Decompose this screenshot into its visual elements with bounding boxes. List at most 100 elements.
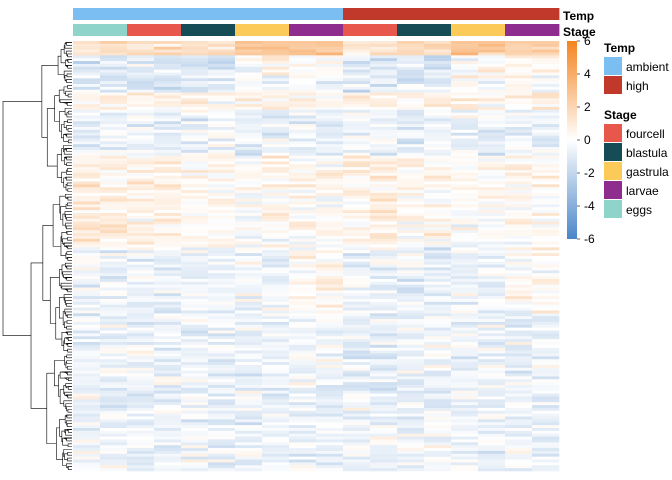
heatmap-cell [478, 344, 506, 349]
heatmap-cell [181, 422, 209, 426]
heatmap-cell [451, 218, 479, 222]
heatmap-cell [100, 385, 128, 389]
heatmap-cell [208, 238, 236, 242]
heatmap-cell [181, 81, 209, 85]
heatmap-cell [262, 101, 290, 105]
heatmap-cell [289, 187, 317, 191]
heatmap-cell [100, 256, 128, 260]
heatmap-cell [100, 419, 128, 423]
heatmap-cell [181, 405, 209, 409]
heatmap-cell [100, 46, 128, 50]
heatmap-cell [235, 293, 263, 297]
heatmap-cell [289, 138, 317, 142]
heatmap-cell [208, 468, 236, 472]
heatmap-cell [289, 235, 317, 240]
heatmap-cell [478, 390, 506, 394]
heatmap-cell [451, 416, 479, 420]
heatmap-cell [73, 184, 101, 188]
heatmap-cell [127, 330, 155, 334]
heatmap-cell [73, 422, 101, 426]
heatmap-cell [235, 256, 263, 260]
heatmap-cell [208, 258, 236, 263]
heatmap-cell [343, 359, 371, 363]
heatmap-cell [424, 175, 452, 179]
heatmap-cell [424, 104, 452, 108]
heatmap-cell [532, 72, 560, 76]
dendrogram-branch [66, 79, 72, 83]
heatmap-cell [397, 353, 425, 357]
heatmap-cell [343, 350, 371, 354]
heatmap-cell [532, 290, 560, 294]
heatmap-cell [532, 301, 560, 306]
heatmap-cell [289, 327, 317, 331]
heatmap-cell [154, 450, 182, 455]
heatmap-cell [235, 347, 263, 351]
heatmap-cell [532, 181, 560, 185]
heatmap-cell [235, 158, 263, 162]
heatmap-cell [73, 152, 101, 156]
heatmap-cell [262, 178, 290, 182]
heatmap-cell [316, 347, 344, 351]
heatmap-cell [397, 293, 425, 297]
heatmap-cell [370, 192, 398, 197]
heatmap-cell [505, 170, 533, 174]
heatmap-cell [316, 267, 344, 271]
heatmap-cell [370, 364, 398, 369]
heatmap-cell [478, 147, 506, 151]
heatmap-cell [532, 204, 560, 208]
heatmap-cell [73, 416, 101, 420]
heatmap-cell [73, 109, 101, 113]
heatmap-cell [181, 284, 209, 288]
dendrogram-branch [66, 156, 72, 161]
heatmap-cell [451, 330, 479, 334]
heatmap-cell [451, 367, 479, 371]
heatmap-cell [532, 405, 560, 409]
heatmap-cell [451, 353, 479, 357]
heatmap-cell [262, 43, 290, 48]
heatmap-cell [478, 221, 506, 225]
heatmap-cell [127, 413, 155, 417]
heatmap-cell [262, 149, 290, 154]
heatmap-cell [154, 453, 182, 457]
heatmap-cell [478, 204, 506, 208]
heatmap-cell [424, 72, 452, 76]
heatmap-cell [505, 407, 533, 412]
heatmap-cell [532, 95, 560, 99]
heatmap-cell [478, 115, 506, 119]
heatmap-cell [532, 445, 560, 449]
heatmap-cell [262, 86, 290, 91]
heatmap-cell [181, 58, 209, 62]
heatmap-cell [343, 170, 371, 174]
heatmap-cell [181, 55, 209, 59]
heatmap-cell [532, 390, 560, 394]
heatmap-cell [343, 43, 371, 48]
heatmap-cell [235, 324, 263, 328]
temp-legend-swatch-high [604, 76, 622, 94]
heatmap-cell [343, 104, 371, 108]
heatmap-cell [478, 144, 506, 148]
heatmap-cell [73, 46, 101, 50]
heatmap-cell [451, 144, 479, 148]
heatmap-cell [289, 52, 317, 56]
heatmap-cell [73, 445, 101, 449]
heatmap-cell [154, 84, 182, 88]
heatmap-cell [478, 181, 506, 185]
dendrogram-branch [68, 377, 72, 381]
heatmap-cell [451, 98, 479, 102]
heatmap-cell [73, 72, 101, 76]
heatmap-cell [208, 465, 236, 469]
heatmap-cell [289, 413, 317, 417]
heatmap-cell [127, 210, 155, 214]
heatmap-cell [262, 324, 290, 328]
heatmap-cell [478, 227, 506, 231]
heatmap-cell [532, 442, 560, 446]
heatmap-cell [532, 175, 560, 179]
heatmap-cell [73, 204, 101, 208]
heatmap-cell [181, 301, 209, 306]
heatmap-cell [262, 445, 290, 449]
heatmap-cell [451, 78, 479, 82]
heatmap-cell [397, 301, 425, 306]
heatmap-cell [316, 164, 344, 168]
heatmap-cell [316, 273, 344, 277]
heatmap-cell [424, 453, 452, 457]
